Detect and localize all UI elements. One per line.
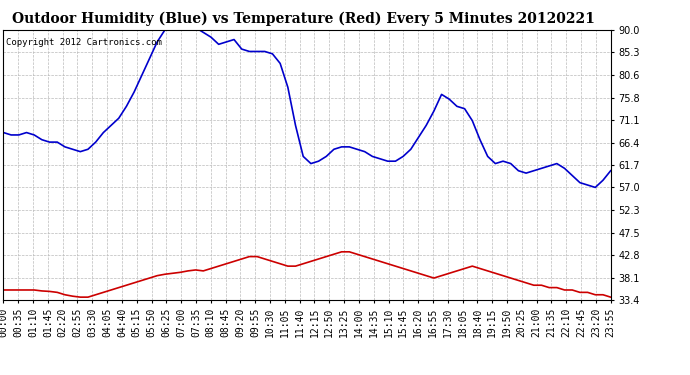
Text: Outdoor Humidity (Blue) vs Temperature (Red) Every 5 Minutes 20120221: Outdoor Humidity (Blue) vs Temperature (…	[12, 11, 595, 26]
Text: Copyright 2012 Cartronics.com: Copyright 2012 Cartronics.com	[6, 38, 162, 47]
